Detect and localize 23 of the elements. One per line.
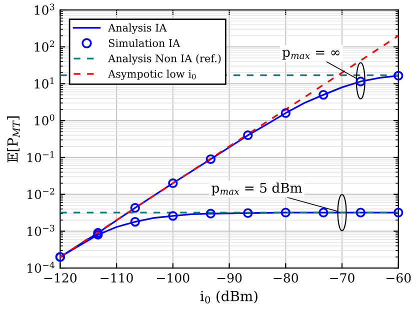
annotation: p$_{max}$ = 5 dBm xyxy=(212,182,302,196)
legend-label: Analysis IA xyxy=(108,24,167,34)
x-axis-title: i$_{0}$ (dBm) xyxy=(200,290,258,304)
y-tick-label: 10$^{1}$ xyxy=(34,77,54,89)
y-tick-label: 10$^{−4}$ xyxy=(28,262,55,273)
y-tick-label: 10$^{−3}$ xyxy=(28,224,54,236)
y-axis-title: 𝔼[P$_{MT}$] xyxy=(7,116,20,162)
legend-label: Simulation IA xyxy=(108,38,180,48)
x-tick-label: −80 xyxy=(274,273,298,283)
x-tick-label: −60 xyxy=(386,273,411,283)
x-tick-label: −90 xyxy=(217,273,242,283)
y-tick-label: 10$^{2}$ xyxy=(34,40,54,52)
x-tick-label: −70 xyxy=(330,273,354,283)
y-tick-label: 10$^{−2}$ xyxy=(28,188,54,200)
legend-label: Analysis Non IA (ref.) xyxy=(108,54,221,64)
y-tick-label: 10$^{−1}$ xyxy=(28,151,54,162)
x-tick-label: −120 xyxy=(44,273,77,283)
y-tick-label: 10$^{3}$ xyxy=(34,4,54,15)
annotation: p$_{max}$ = ∞ xyxy=(282,50,340,60)
x-tick-label: −100 xyxy=(157,273,190,283)
legend-label: Asympotic low i$_{0}$ xyxy=(108,70,196,80)
y-tick-label: 10$^{0}$ xyxy=(34,114,54,126)
x-tick-label: −110 xyxy=(100,273,133,283)
